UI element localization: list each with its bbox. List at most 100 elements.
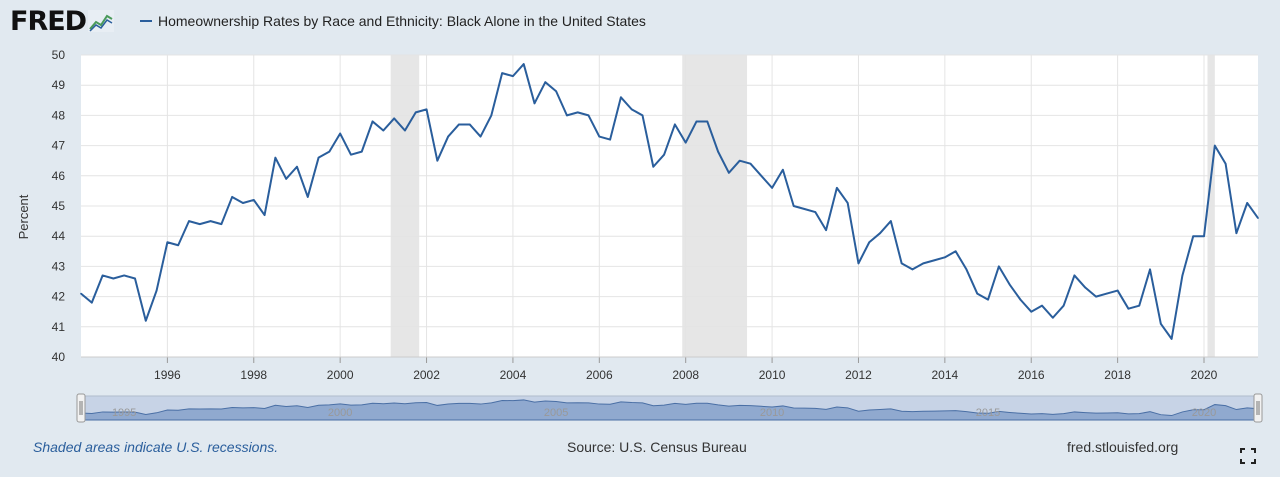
data-point <box>749 162 752 165</box>
data-point <box>177 244 179 247</box>
data-point <box>825 229 827 231</box>
data-point <box>1041 304 1043 307</box>
data-point <box>404 129 406 132</box>
data-point <box>382 129 385 132</box>
data-point <box>630 108 633 111</box>
data-point <box>425 108 428 111</box>
data-point <box>879 232 881 234</box>
y-tick-label: 50 <box>52 48 66 62</box>
y-tick-label: 43 <box>52 259 66 273</box>
data-point <box>1073 274 1076 277</box>
legend-label: Homeownership Rates by Race and Ethnicit… <box>158 13 646 29</box>
data-point <box>220 223 223 225</box>
x-tick-label: 2012 <box>845 368 872 382</box>
data-point <box>576 111 579 114</box>
navigator-label: 2020 <box>1192 407 1216 419</box>
data-point <box>846 202 849 204</box>
y-tick-label: 44 <box>52 229 66 243</box>
fred-url[interactable]: fred.stlouisfed.org <box>1067 439 1179 455</box>
navigator-handle-right[interactable] <box>1253 393 1263 423</box>
data-point <box>512 75 514 77</box>
y-tick-label: 40 <box>52 350 66 364</box>
fred-logo[interactable]: FRED <box>10 6 115 37</box>
data-point <box>706 120 709 123</box>
data-point <box>998 265 1000 268</box>
data-point <box>144 319 147 322</box>
data-point <box>803 208 806 210</box>
data-point <box>252 199 255 201</box>
series-line[interactable] <box>80 63 1259 340</box>
data-point <box>771 187 773 189</box>
data-point <box>836 187 838 189</box>
x-tick-label: 2002 <box>413 368 440 382</box>
data-point <box>555 90 557 93</box>
chart: 40 41 42 43 44 45 46 47 48 49 50 1996 1998 2000 2002 20… <box>16 48 1263 423</box>
data-point <box>490 114 493 117</box>
data-point <box>479 135 482 138</box>
data-point <box>933 259 935 262</box>
data-point <box>306 196 309 198</box>
fred-graph-icon <box>88 10 115 32</box>
data-point <box>1127 307 1130 310</box>
navigator-label: 2000 <box>328 407 352 419</box>
data-point <box>965 268 968 271</box>
data-point <box>371 120 374 123</box>
data-point <box>458 123 460 126</box>
plot-area[interactable]: 40 41 42 43 44 45 46 47 48 49 50 1996 1998 2000 2002 20… <box>52 48 1259 382</box>
data-point <box>285 178 287 180</box>
x-tick-label: 2010 <box>759 368 786 382</box>
data-point <box>911 268 914 271</box>
data-point <box>328 150 331 153</box>
data-point <box>1192 235 1195 237</box>
y-tick-label: 46 <box>52 169 66 183</box>
data-point <box>814 211 817 213</box>
data-point <box>1116 289 1119 292</box>
data-point <box>231 196 233 198</box>
data-point <box>350 153 352 156</box>
data-point <box>987 298 989 301</box>
data-point <box>587 114 590 117</box>
data-point <box>101 274 104 277</box>
data-point <box>91 301 93 304</box>
y-tick-label: 47 <box>52 139 66 153</box>
data-point <box>620 96 622 99</box>
data-point <box>1181 274 1184 277</box>
legend-swatch <box>140 20 152 22</box>
data-point <box>360 150 363 153</box>
navigator-label: 2015 <box>976 407 1000 419</box>
data-point <box>695 120 698 123</box>
x-tick-label: 1996 <box>154 368 181 382</box>
y-tick-label: 42 <box>52 290 66 304</box>
data-point <box>198 223 201 225</box>
chart-legend[interactable]: Homeownership Rates by Race and Ethnicit… <box>140 13 646 29</box>
y-tick-label: 41 <box>52 320 66 334</box>
data-point <box>188 220 190 222</box>
data-point <box>112 277 115 280</box>
data-point <box>339 132 341 135</box>
data-point <box>1030 310 1033 313</box>
data-point <box>1138 304 1141 307</box>
data-point <box>1084 286 1087 289</box>
data-point <box>1214 144 1216 147</box>
navigator[interactable]: 1995 2000 2005 2010 2015 2020 <box>76 393 1263 423</box>
fullscreen-icon[interactable] <box>1240 448 1256 464</box>
x-tick-label: 2014 <box>932 368 959 382</box>
data-point <box>663 153 665 156</box>
navigator-label: 2010 <box>760 407 784 419</box>
data-point <box>1019 298 1022 301</box>
x-tick-label: 1998 <box>240 368 267 382</box>
data-point <box>1160 322 1162 325</box>
navigator-series <box>80 399 1259 421</box>
data-point <box>944 256 946 259</box>
x-tick-label: 2020 <box>1191 368 1218 382</box>
navigator-handle-left[interactable] <box>76 393 86 423</box>
data-point <box>1062 304 1065 307</box>
data-point <box>501 72 503 74</box>
data-point <box>1052 316 1054 319</box>
data-point <box>134 277 136 280</box>
x-tick-label: 2008 <box>672 368 699 382</box>
data-point <box>652 165 655 168</box>
recession-note: Shaded areas indicate U.S. recessions. <box>33 439 279 455</box>
data-point <box>468 123 471 126</box>
data-point <box>684 141 687 144</box>
